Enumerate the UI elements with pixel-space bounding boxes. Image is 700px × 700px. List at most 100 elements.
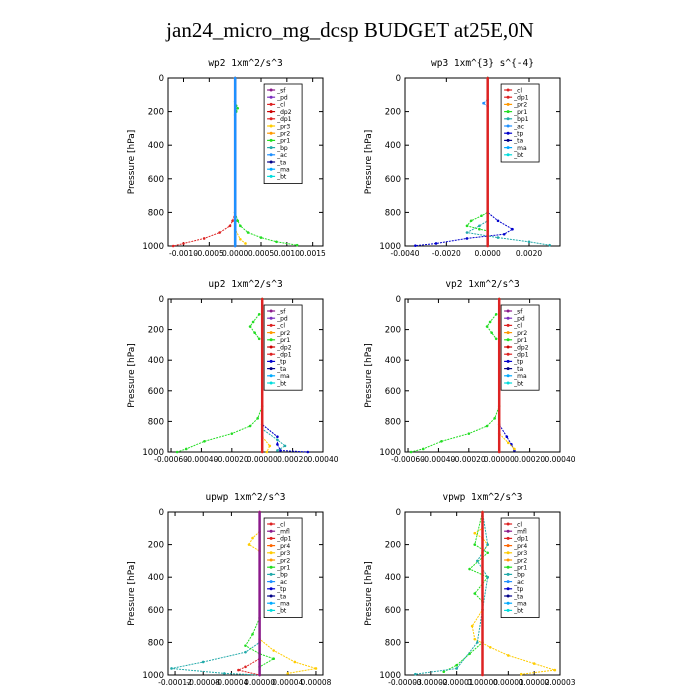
legend-marker xyxy=(269,367,273,371)
y-tick-label: 0 xyxy=(396,508,401,518)
legend-marker xyxy=(269,331,273,335)
legend-marker xyxy=(506,124,510,128)
x-tick-label: -0.00020 xyxy=(215,455,249,464)
series-point xyxy=(409,450,413,454)
legend-marker xyxy=(506,551,510,555)
legend-entry: _pd xyxy=(513,316,525,323)
legend-entry: _pr4 xyxy=(513,543,527,550)
legend-marker xyxy=(269,608,273,612)
series-point xyxy=(493,417,496,420)
series-point xyxy=(275,240,278,244)
series-point xyxy=(548,243,551,247)
series-point xyxy=(511,227,514,231)
series-point xyxy=(476,559,479,563)
series-point xyxy=(490,331,493,334)
series-line xyxy=(234,78,246,244)
legend-entry: _pr2 xyxy=(513,330,527,337)
series-point xyxy=(259,236,263,239)
legend-marker xyxy=(269,309,273,313)
legend-entry: _pr1 xyxy=(276,337,290,344)
series-line xyxy=(486,313,497,340)
legend-marker xyxy=(506,95,510,99)
x-tick-label: 0.00008 xyxy=(300,678,331,687)
series-point xyxy=(268,444,272,448)
y-tick-label: 200 xyxy=(385,541,401,551)
series-point xyxy=(246,231,250,234)
y-tick-label: 800 xyxy=(148,208,164,218)
legend-marker xyxy=(506,529,510,533)
legend-marker xyxy=(506,316,510,320)
series-point xyxy=(414,244,417,247)
legend-marker xyxy=(506,153,510,157)
legend-entry: _tp xyxy=(513,131,523,138)
legend-marker xyxy=(269,110,273,114)
legend-marker xyxy=(269,352,273,356)
y-tick-label: 0 xyxy=(396,295,401,305)
y-tick-label: 600 xyxy=(148,387,164,397)
legend-marker xyxy=(269,587,273,591)
series-point xyxy=(532,662,536,665)
series-point xyxy=(502,232,506,236)
legend-marker xyxy=(269,522,273,526)
legend-entry: _dp1 xyxy=(276,352,292,359)
series-point xyxy=(233,244,237,248)
x-tick-label: 0.0005 xyxy=(248,249,274,258)
y-tick-label: 200 xyxy=(148,541,164,551)
series-point xyxy=(228,224,232,228)
legend-entry: _ta xyxy=(276,366,286,373)
legend-marker xyxy=(269,345,273,349)
panel-title: up2 1xm^2/s^3 xyxy=(208,279,282,290)
legend-marker xyxy=(506,367,510,371)
x-tick-label: 0.00040 xyxy=(544,455,575,464)
x-tick-label: -0.00012 xyxy=(158,678,192,687)
y-axis-label: Pressure [hPa] xyxy=(364,561,374,626)
legend-entry: _tp xyxy=(276,359,286,366)
legend-marker xyxy=(269,381,273,385)
y-axis-label: Pressure [hPa] xyxy=(364,130,374,195)
legend-entry: _bt xyxy=(276,380,287,387)
legend-marker xyxy=(506,131,510,135)
legend-marker xyxy=(506,381,510,385)
legend-entry: _cl xyxy=(513,323,522,330)
series-line xyxy=(466,78,489,232)
plot-frame xyxy=(167,298,324,453)
y-tick-label: 600 xyxy=(385,387,401,397)
legend-marker xyxy=(269,102,273,106)
legend-entry: _pr4 xyxy=(276,543,290,550)
series-line xyxy=(443,511,489,673)
series-point xyxy=(223,672,226,675)
legend-entry: _bt xyxy=(513,608,524,615)
legend-entry: _pr2 xyxy=(513,557,527,564)
series-point xyxy=(233,76,237,80)
series-point xyxy=(414,672,417,676)
legend-marker xyxy=(269,117,273,121)
legend-marker xyxy=(269,167,273,171)
series-point xyxy=(467,432,471,435)
y-tick-label: 200 xyxy=(385,326,401,336)
legend-marker xyxy=(269,338,273,342)
x-tick-label: -0.00004 xyxy=(215,678,249,687)
series-point xyxy=(170,667,173,670)
legend-marker xyxy=(269,316,273,320)
y-tick-label: 0 xyxy=(159,508,164,518)
series-point xyxy=(272,649,275,652)
legend-entry: _pr2 xyxy=(276,330,290,337)
legend-entry: _pd xyxy=(276,316,288,323)
legend-marker xyxy=(269,88,273,92)
y-tick-label: 400 xyxy=(148,141,164,151)
legend-entry: _bp xyxy=(513,572,525,579)
series-point xyxy=(260,297,264,301)
legend-entry: _dp2 xyxy=(513,344,529,351)
legend-marker xyxy=(506,352,510,356)
legend-marker xyxy=(506,146,510,150)
series-line xyxy=(176,299,263,453)
series-point xyxy=(293,660,297,664)
series-point xyxy=(314,667,318,670)
series-point xyxy=(260,450,264,454)
legend-entry: _ma xyxy=(276,601,290,608)
y-tick-label: 1000 xyxy=(142,671,164,681)
series-point xyxy=(239,237,242,241)
series-point xyxy=(485,424,489,428)
chart-panel-2: wp3 1xm^{3} s^{-4} Pressure [hPa] 0 200 400 6… xyxy=(364,58,561,258)
